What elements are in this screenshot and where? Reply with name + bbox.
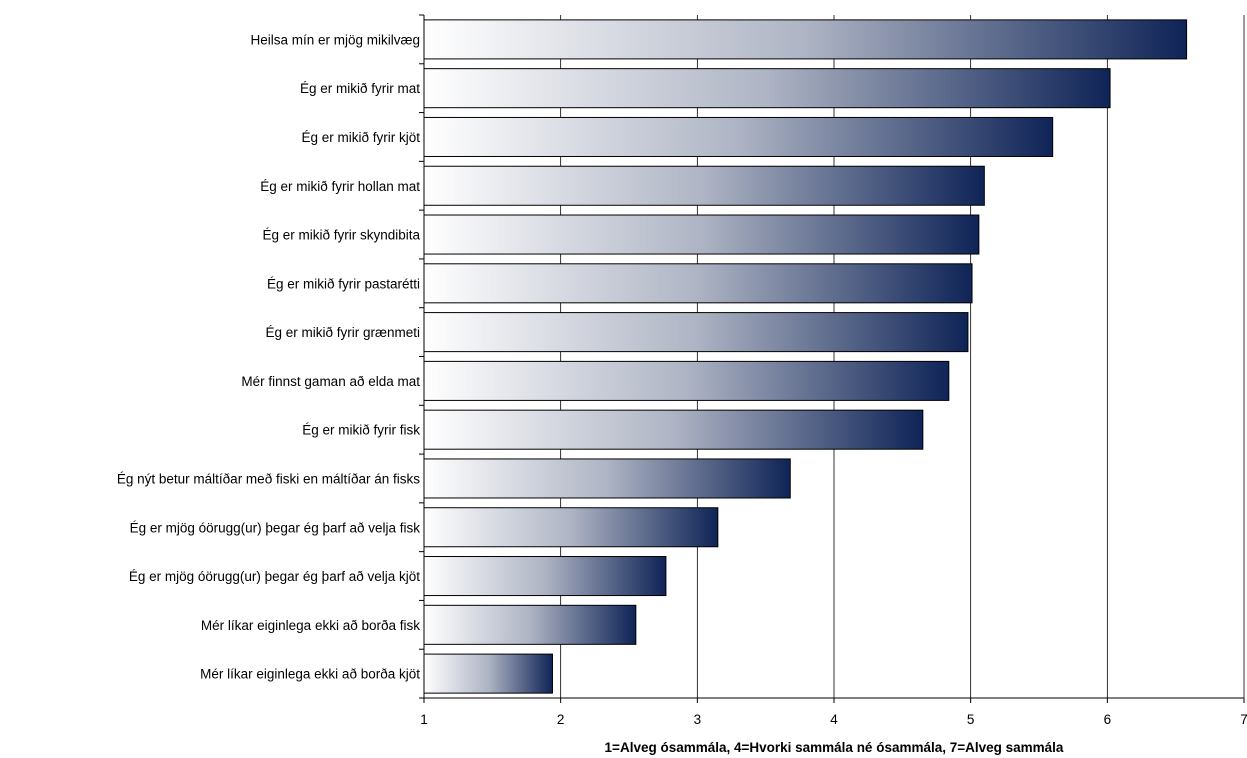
x-axis-title: 1=Alveg ósammála, 4=Hvorki sammála né ós… xyxy=(605,740,1064,755)
axes xyxy=(419,14,1245,703)
bar xyxy=(423,116,1054,157)
category-labels: Heilsa mín er mjög mikilvæg Ég er mikið f… xyxy=(117,32,421,681)
x-tick-label: 4 xyxy=(830,712,838,727)
bar xyxy=(423,19,1188,60)
category-label: Ég er mikið fyrir mat xyxy=(300,81,420,96)
category-label: Mér finnst gaman að elda mat xyxy=(241,374,420,389)
bar xyxy=(423,653,553,694)
bar xyxy=(423,360,950,401)
category-label: Ég er mikið fyrir grænmeti xyxy=(265,325,420,340)
bar xyxy=(423,458,791,499)
category-label: Ég er mikið fyrir hollan mat xyxy=(260,179,420,194)
category-label: Ég nýt betur máltíðar með fiski en máltí… xyxy=(117,471,420,486)
bar xyxy=(423,409,924,450)
bar xyxy=(423,263,973,304)
category-label: Mér líkar eiginlega ekki að borða fisk xyxy=(201,618,420,633)
bar xyxy=(423,604,637,645)
category-label: Ég er mjög óörugg(ur) þegar ég þarf að v… xyxy=(129,569,420,584)
category-label: Ég er mikið fyrir kjöt xyxy=(301,130,420,145)
category-label: Ég er mikið fyrir pastarétti xyxy=(267,276,420,291)
bar xyxy=(423,556,667,597)
x-tick-label: 5 xyxy=(967,712,975,727)
bar xyxy=(423,165,985,206)
x-tick-label: 3 xyxy=(694,712,702,727)
x-tick-label: 6 xyxy=(1104,712,1112,727)
category-label: Heilsa mín er mjög mikilvæg xyxy=(250,32,420,47)
x-tick-label: 2 xyxy=(557,712,565,727)
bar xyxy=(423,507,719,548)
x-tick-label: 7 xyxy=(1240,712,1247,727)
x-tick-labels: 1 2 3 4 5 6 7 xyxy=(420,712,1247,727)
category-label: Ég er mikið fyrir skyndibita xyxy=(262,228,420,243)
bars xyxy=(423,19,1188,694)
x-tick-label: 1 xyxy=(420,712,428,727)
bar xyxy=(423,312,969,353)
category-label: Ég er mjög óörugg(ur) þegar ég þarf að v… xyxy=(130,520,421,535)
bar xyxy=(423,68,1111,109)
category-label: Ég er mikið fyrir fisk xyxy=(302,423,420,438)
category-label: Mér líkar eiginlega ekki að borða kjöt xyxy=(200,667,420,682)
bar xyxy=(423,214,980,255)
